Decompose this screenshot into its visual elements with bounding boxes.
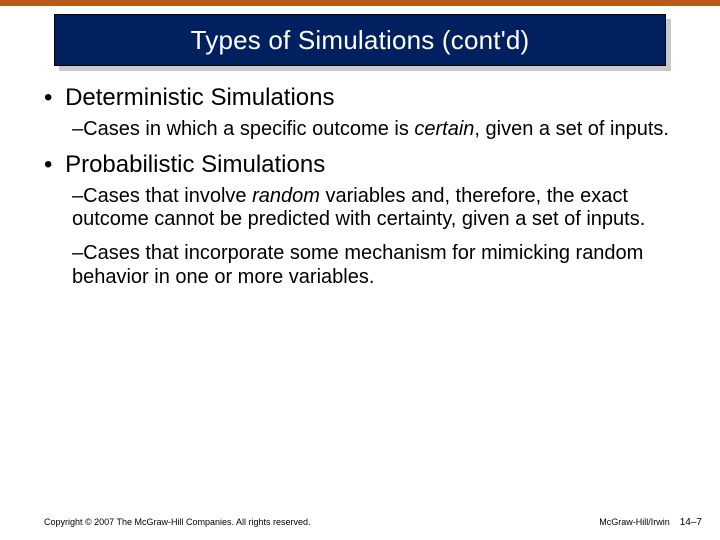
slide-title: Types of Simulations (cont'd) bbox=[191, 25, 530, 56]
footer: Copyright © 2007 The McGraw-Hill Compani… bbox=[0, 517, 720, 528]
title-box: Types of Simulations (cont'd) bbox=[54, 14, 666, 66]
bullet-label: Probabilistic Simulations bbox=[65, 151, 325, 178]
sub-bullet: –Cases that involve random variables and… bbox=[72, 185, 680, 232]
bullet-deterministic: • Deterministic Simulations bbox=[44, 84, 680, 112]
accent-bar bbox=[0, 0, 720, 6]
footer-right: McGraw-Hill/Irwin 14–7 bbox=[599, 517, 702, 528]
bullet-dot-icon: • bbox=[44, 151, 52, 178]
brand-text: McGraw-Hill/Irwin bbox=[599, 517, 670, 527]
body-content: • Deterministic Simulations –Cases in wh… bbox=[44, 84, 680, 299]
sub-em: certain bbox=[414, 118, 474, 140]
sub-em: random bbox=[252, 185, 320, 207]
bullet-probabilistic: • Probabilistic Simulations bbox=[44, 151, 680, 179]
sub-text: Cases that involve bbox=[83, 185, 252, 207]
sub-bullet: –Cases that incorporate some mechanism f… bbox=[72, 242, 680, 289]
bullet-dot-icon: • bbox=[44, 84, 52, 111]
copyright-text: Copyright © 2007 The McGraw-Hill Compani… bbox=[44, 517, 311, 527]
dash-icon: – bbox=[72, 242, 83, 264]
dash-icon: – bbox=[72, 185, 83, 207]
page-number: 14–7 bbox=[680, 517, 702, 528]
dash-icon: – bbox=[72, 118, 83, 140]
sub-text: Cases that incorporate some mechanism fo… bbox=[72, 242, 643, 288]
sub-text: , given a set of inputs. bbox=[474, 118, 669, 140]
slide: Types of Simulations (cont'd) • Determin… bbox=[0, 0, 720, 540]
bullet-label: Deterministic Simulations bbox=[65, 84, 334, 111]
sub-bullet: –Cases in which a specific outcome is ce… bbox=[72, 118, 680, 142]
sub-text: Cases in which a specific outcome is bbox=[83, 118, 414, 140]
title-container: Types of Simulations (cont'd) bbox=[54, 14, 666, 66]
